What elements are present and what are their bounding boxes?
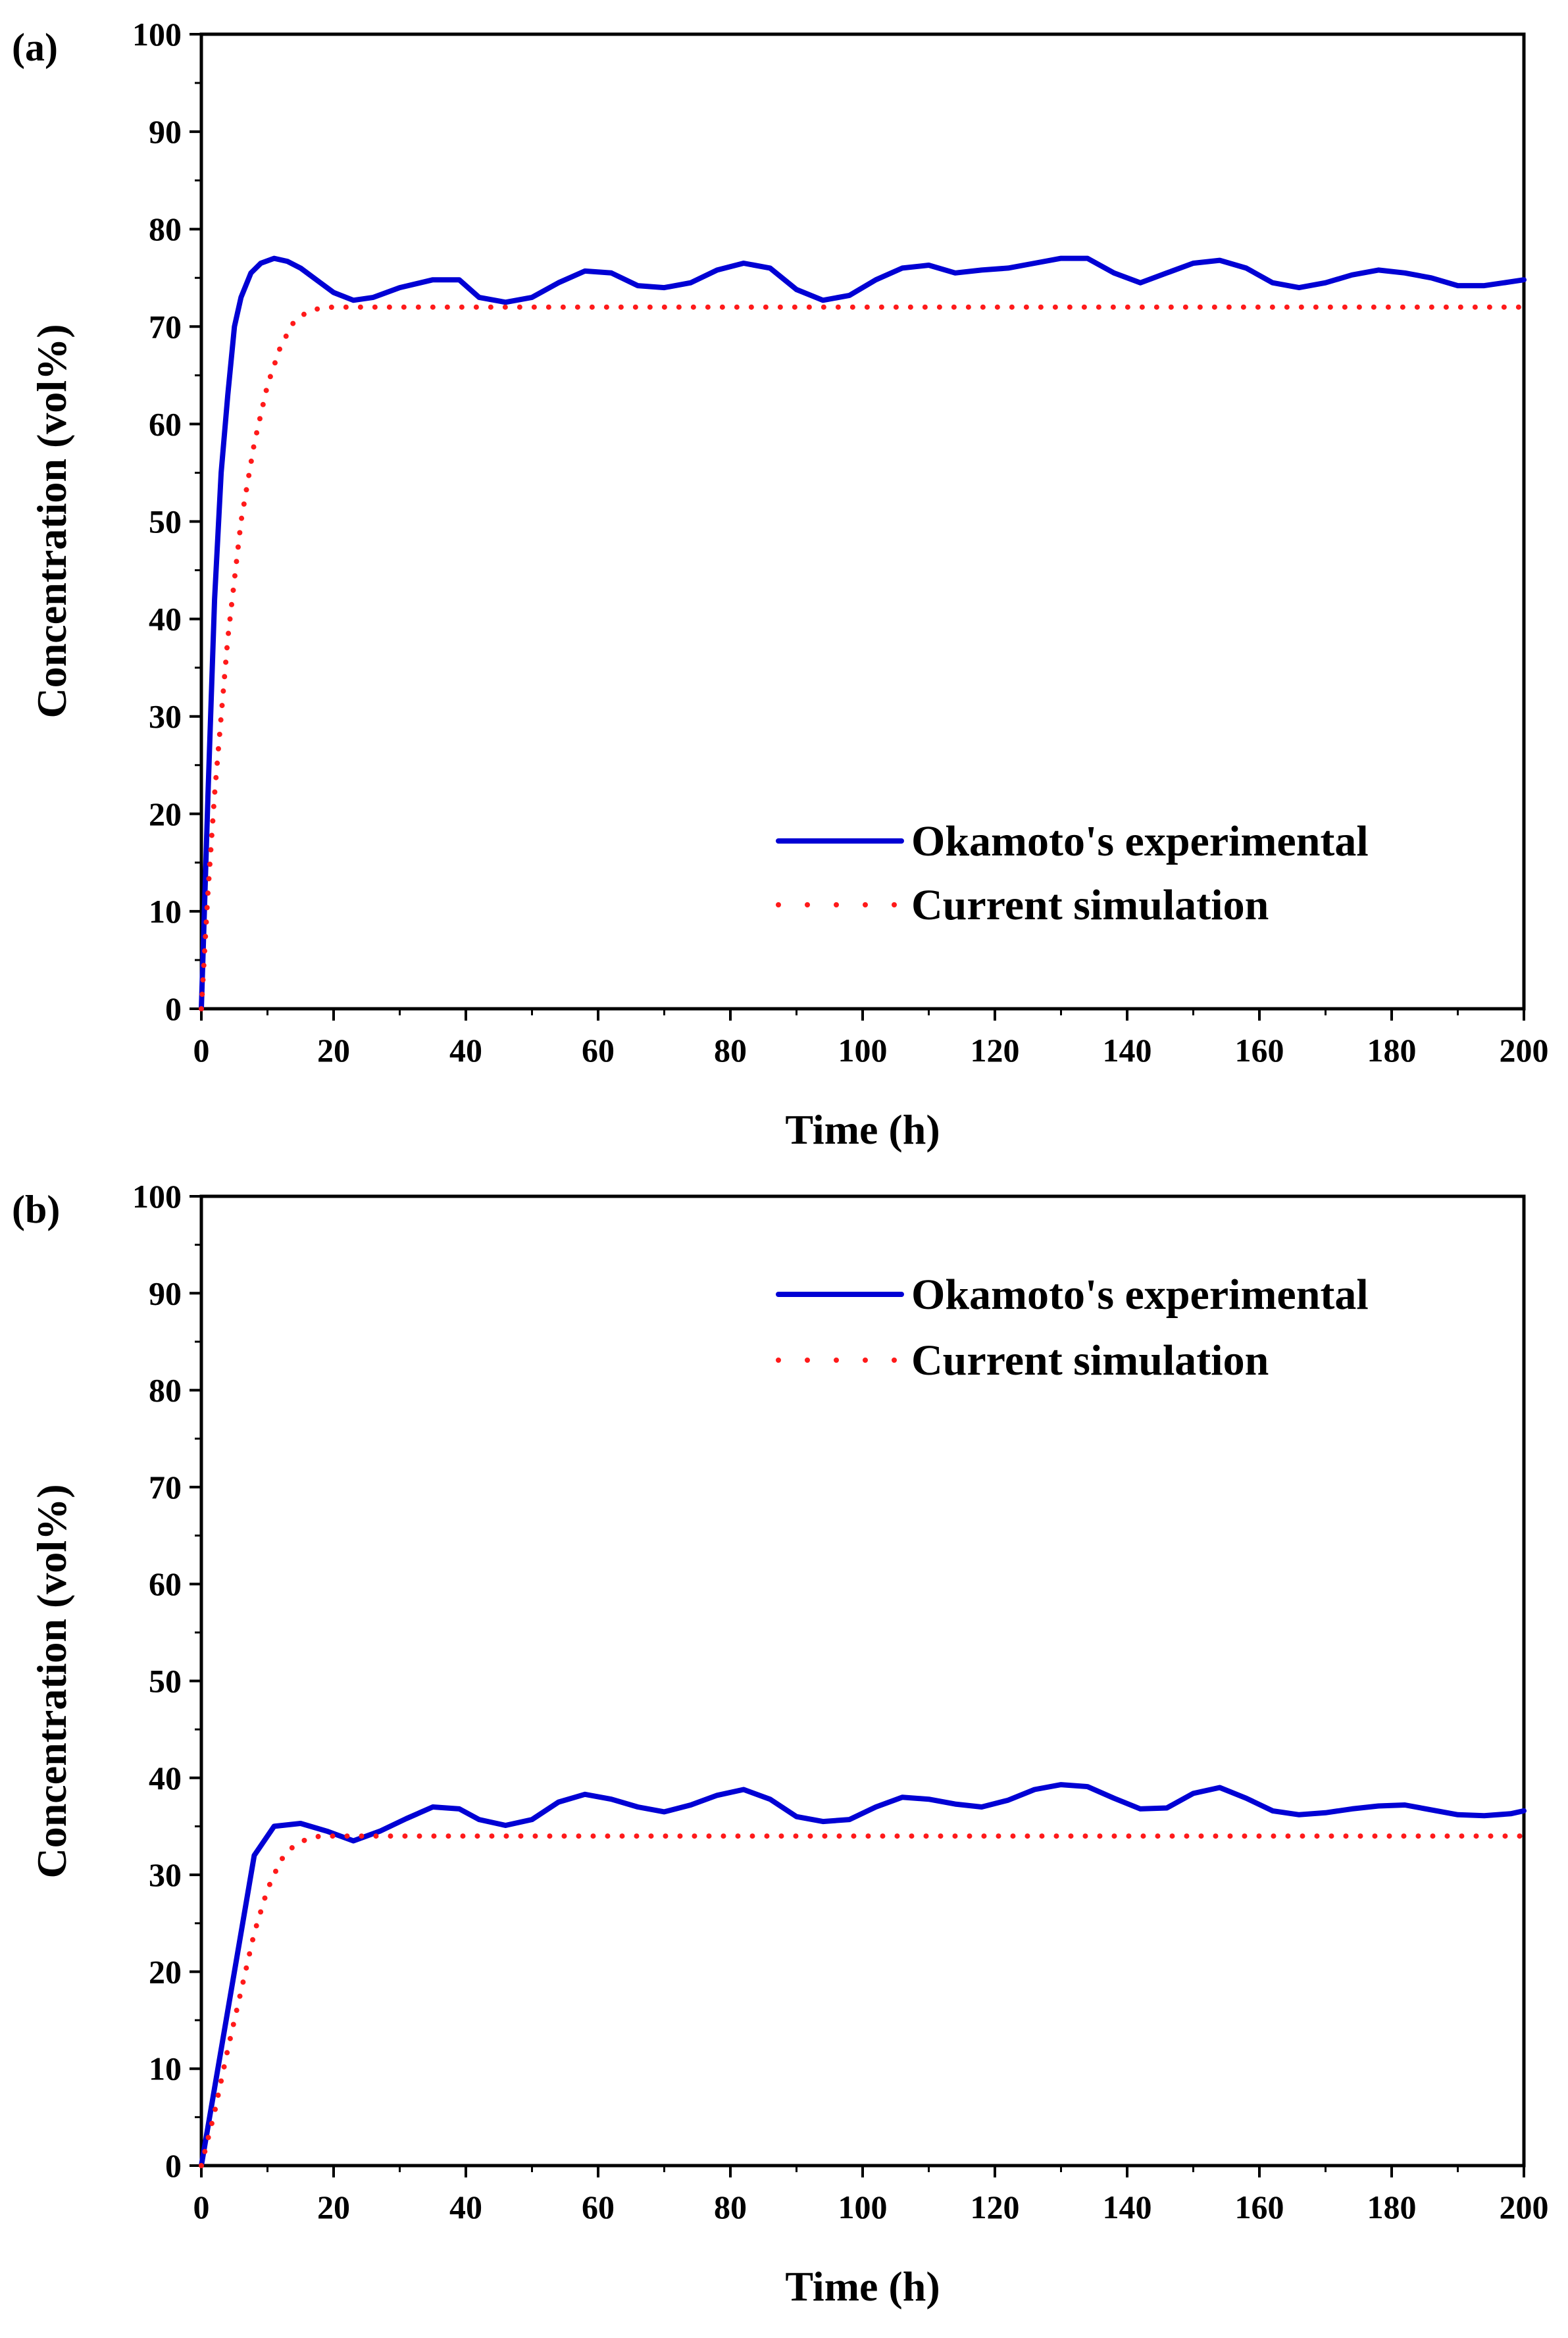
x-tick-label: 160: [1235, 1032, 1284, 1069]
y-tick-label: 40: [149, 601, 182, 638]
y-tick-label: 50: [149, 503, 182, 540]
y-tick-label: 90: [149, 1275, 182, 1311]
x-tick-label: 180: [1367, 1032, 1417, 1069]
y-tick-label: 70: [149, 308, 182, 345]
x-tick-label: 100: [838, 2189, 888, 2225]
y-tick-label: 100: [132, 16, 182, 53]
x-tick-label: 120: [971, 2189, 1020, 2225]
x-tick-label: 100: [838, 1032, 888, 1069]
x-tick-label: 0: [193, 1032, 210, 1069]
legend: Okamoto's experimental Current simulation: [776, 817, 1369, 929]
legend: Okamoto's experimental Current simulation: [776, 1271, 1369, 1385]
y-tick-label: 80: [149, 211, 182, 247]
y-tick-label: 20: [149, 1953, 182, 1990]
x-tick-label: 180: [1367, 2189, 1417, 2225]
x-axis-title: Time (h): [785, 2263, 940, 2310]
y-tick-label: 60: [149, 405, 182, 442]
x-tick-label: 80: [714, 1032, 747, 1069]
legend-label-simulation: Current simulation: [911, 1336, 1269, 1385]
x-tick-label: 0: [193, 2189, 210, 2225]
x-tick-label: 140: [1103, 2189, 1152, 2225]
y-axis-title: Concentration (vol%): [28, 1484, 75, 1878]
y-tick-label: 0: [165, 990, 182, 1027]
experimental-line: [199, 1782, 1527, 2168]
legend-label-experimental: Okamoto's experimental: [911, 1271, 1369, 1319]
simulation-line: [199, 304, 1527, 1011]
panel-label: (a): [12, 26, 58, 69]
y-tick-label: 30: [149, 698, 182, 735]
x-tick-label: 60: [582, 2189, 615, 2225]
y-tick-label: 80: [149, 1372, 182, 1409]
y-tick-label: 10: [149, 2050, 182, 2087]
x-tick-label: 40: [449, 1032, 482, 1069]
experimental-line: [199, 255, 1527, 1011]
x-tick-label: 20: [317, 2189, 350, 2225]
y-tick-label: 70: [149, 1469, 182, 1506]
panel-b: 0 20 40 60 80 100 120 140 160 180 200 0 10 20 30 40 50 60…: [12, 1178, 1549, 2310]
y-tick-label: 100: [132, 1178, 182, 1215]
legend-label-experimental: Okamoto's experimental: [911, 817, 1369, 865]
x-tick-label: 200: [1500, 2189, 1549, 2225]
x-tick-label: 140: [1103, 1032, 1152, 1069]
plot-frame: [199, 1194, 1526, 2168]
y-tick-label: 50: [149, 1663, 182, 1700]
y-tick-label: 90: [149, 113, 182, 150]
x-tick-label: 200: [1500, 1032, 1549, 1069]
x-tick-label: 160: [1235, 2189, 1284, 2225]
y-tick-label: 10: [149, 893, 182, 930]
legend-label-simulation: Current simulation: [911, 881, 1269, 929]
panel-a: 0 20 40 60 80 100 120 140 160 180 200 0 10 20 30 40 50 60…: [12, 16, 1549, 1153]
y-axis-title: Concentration (vol%): [28, 324, 75, 718]
x-tick-label: 60: [582, 1032, 615, 1069]
x-tick-label: 20: [317, 1032, 350, 1069]
x-tick-label: 40: [449, 2189, 482, 2225]
y-tick-label: 0: [165, 2147, 182, 2184]
x-tick-label: 120: [971, 1032, 1020, 1069]
y-tick-label: 40: [149, 1760, 182, 1796]
panel-label: (b): [12, 1188, 60, 1231]
y-tick-label: 30: [149, 1856, 182, 1893]
simulation-line: [199, 1833, 1527, 2168]
x-tick-label: 80: [714, 2189, 747, 2225]
y-tick-label: 20: [149, 796, 182, 832]
y-tick-label: 60: [149, 1565, 182, 1602]
x-axis-title: Time (h): [785, 1106, 940, 1153]
